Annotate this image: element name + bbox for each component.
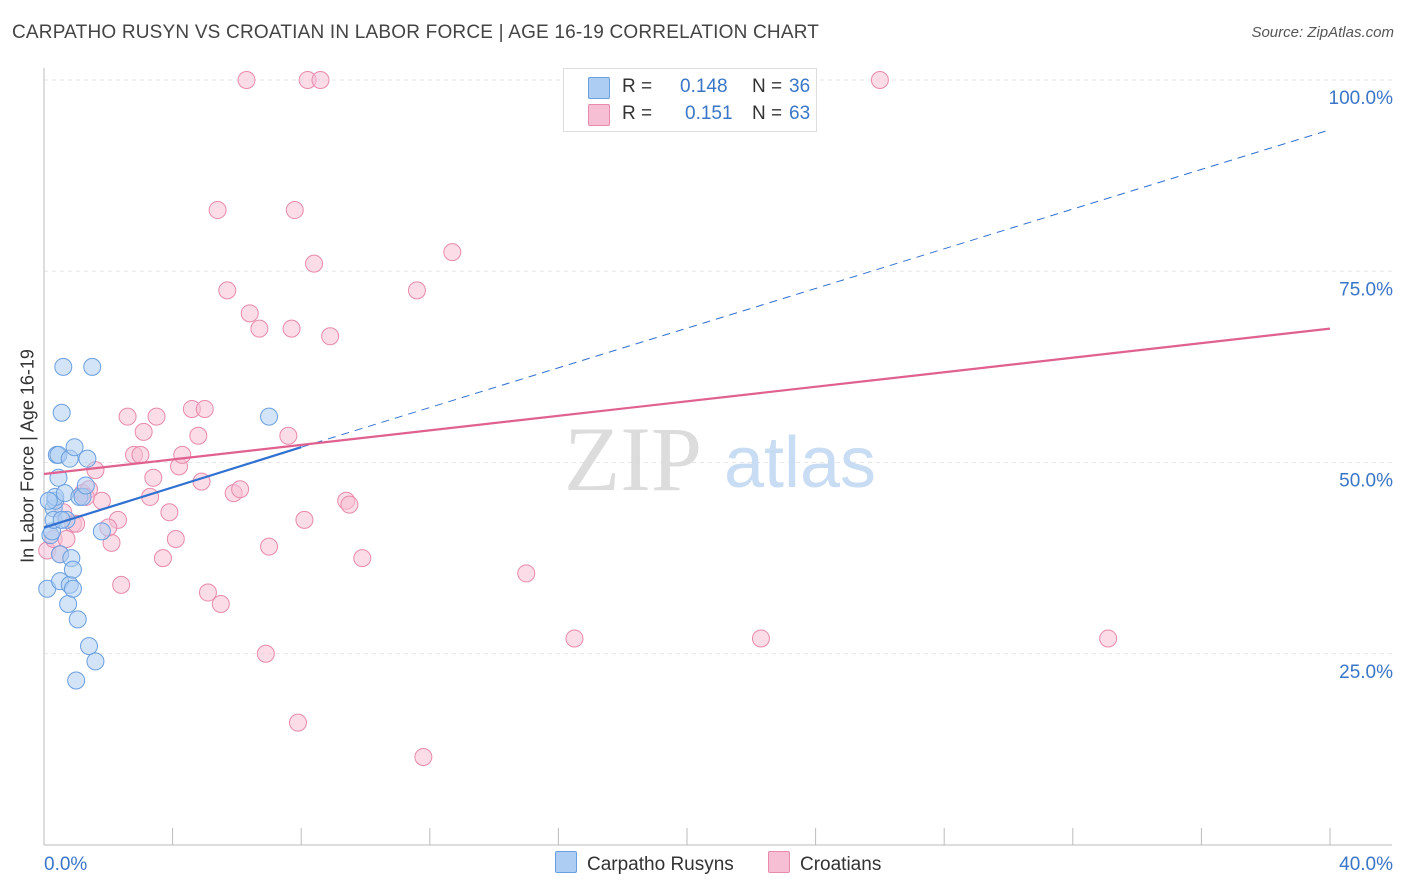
point-carpatho-rusyn — [260, 407, 279, 426]
legend-r-value: 0.151 — [685, 103, 733, 124]
point-croatian — [321, 327, 340, 346]
point-croatian — [134, 422, 153, 441]
point-croatian — [340, 495, 359, 514]
point-croatian — [517, 564, 536, 583]
legend-n-label: N = — [752, 103, 783, 124]
point-croatian — [211, 595, 230, 614]
point-croatian — [282, 319, 301, 338]
point-croatian — [218, 281, 237, 300]
trend-lines — [43, 129, 1331, 529]
point-croatian — [147, 407, 166, 426]
point-croatian — [112, 575, 131, 594]
point-carpatho-rusyn — [54, 357, 73, 376]
point-croatian — [311, 71, 330, 89]
point-carpatho-rusyn — [83, 357, 102, 376]
bottom-legend-swatch-blue — [555, 851, 577, 873]
point-carpatho-rusyn — [63, 579, 82, 598]
y-tick-label: 50.0% — [1339, 471, 1393, 492]
point-croatian — [305, 254, 324, 273]
y-axis-label: In Labor Force | Age 16-19 — [17, 349, 38, 563]
point-croatian — [443, 243, 462, 262]
bottom-legend-croatians: Croatians — [768, 851, 881, 876]
point-croatian — [279, 426, 298, 445]
point-croatian — [237, 71, 256, 89]
x-tick-label: 0.0% — [44, 854, 87, 875]
point-croatian — [131, 445, 150, 464]
point-croatian — [189, 426, 208, 445]
point-croatian — [288, 713, 307, 732]
y-tick-label: 75.0% — [1339, 279, 1393, 300]
legend-n-value: 36 — [789, 76, 811, 97]
trend-line-carpatho-rusyns — [301, 129, 1331, 448]
point-carpatho-rusyn — [78, 449, 97, 468]
legend-n-label: N = — [752, 76, 783, 97]
watermark-atlas: atlas — [724, 423, 876, 503]
grid-lines — [44, 79, 1392, 655]
point-croatian — [231, 480, 250, 499]
point-carpatho-rusyn — [92, 522, 111, 541]
point-croatian — [153, 549, 172, 568]
point-croatian — [118, 407, 137, 426]
source-label: Source: ZipAtlas.com — [1251, 24, 1394, 41]
point-carpatho-rusyn — [86, 652, 105, 671]
point-croatian — [870, 71, 889, 89]
y-tick-label: 25.0% — [1339, 662, 1393, 683]
trend-line-croatians — [43, 327, 1331, 476]
point-croatian — [144, 468, 163, 487]
point-croatian — [166, 530, 185, 548]
point-croatian — [208, 201, 227, 220]
point-carpatho-rusyn — [80, 637, 99, 656]
legend-r-label: R = — [622, 103, 653, 124]
point-carpatho-rusyn — [52, 403, 71, 422]
point-croatian — [250, 319, 269, 338]
point-croatian — [751, 629, 770, 648]
bottom-legend-swatch-pink — [768, 851, 790, 873]
trend-line-carpatho-rusyns — [43, 446, 302, 529]
point-croatian — [256, 644, 275, 663]
x-tick-label: 40.0% — [1339, 854, 1393, 875]
y-tick-label: 100.0% — [1329, 88, 1394, 109]
point-croatian — [173, 445, 192, 464]
point-croatian — [565, 629, 584, 648]
axes — [43, 68, 1392, 846]
point-carpatho-rusyn — [39, 491, 58, 510]
watermark-zip: ZIP — [564, 408, 702, 510]
point-croatian — [198, 583, 217, 602]
bottom-legend-label: Carpatho Rusyns — [587, 854, 734, 875]
legend: R = 0.148 N = 36 R = 0.151 N = 63 — [563, 68, 817, 132]
legend-n-value: 63 — [789, 103, 811, 124]
point-croatian — [1099, 629, 1118, 648]
point-croatian — [353, 549, 372, 568]
point-croatian — [285, 201, 304, 220]
bottom-legend-label: Croatians — [800, 854, 882, 875]
point-croatian — [260, 537, 279, 556]
watermark: ZIP atlas — [564, 408, 876, 510]
legend-r-label: R = — [622, 76, 653, 97]
data-points — [38, 71, 1118, 767]
legend-swatch-pink — [588, 104, 610, 126]
chart-title: CARPATHO RUSYN VS CROATIAN IN LABOR FORC… — [12, 22, 820, 43]
point-carpatho-rusyn — [67, 671, 86, 690]
point-carpatho-rusyn — [59, 595, 78, 614]
point-carpatho-rusyn — [68, 610, 87, 629]
bottom-legend-carpatho-rusyns: Carpatho Rusyns — [555, 851, 734, 876]
point-carpatho-rusyn — [76, 476, 95, 495]
point-croatian — [160, 503, 179, 522]
point-carpatho-rusyn — [63, 560, 82, 579]
legend-swatch-blue — [588, 77, 610, 99]
point-carpatho-rusyn — [65, 438, 84, 457]
point-croatian — [407, 281, 426, 300]
point-croatian — [295, 510, 314, 529]
point-croatian — [240, 304, 259, 323]
tick-labels: 25.0% 50.0% 75.0% 100.0% 0.0% 40.0% — [44, 88, 1393, 875]
point-croatian — [414, 748, 433, 767]
legend-r-value: 0.148 — [680, 76, 728, 97]
point-croatian — [195, 399, 214, 418]
